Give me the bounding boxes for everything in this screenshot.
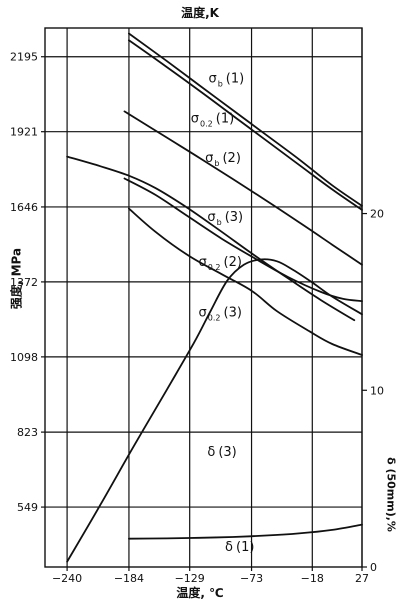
y-left-tick-label: 1372: [10, 276, 38, 289]
series-line--0-2-2-: [66, 155, 356, 322]
y-left-tick-label: 549: [17, 501, 38, 514]
series-annotation: σ0.2 (1): [191, 111, 234, 128]
label-layer: σb (1) σ0.2 (1) σb (2) σb (3) σ0.2 (2) σ0.2 (3) δ (3)…: [191, 72, 255, 555]
series-line--b-2-: [123, 110, 363, 266]
series-annotation: σ0.2 (2): [199, 255, 242, 272]
series-annotation: δ (1): [225, 540, 254, 555]
series-annotation: σb (3): [207, 210, 243, 227]
series-annotation: σb (2): [205, 151, 241, 168]
series-annotation: δ (3): [207, 445, 236, 460]
series-line--0-2-1-: [128, 39, 363, 211]
x-tick-label: −240: [52, 572, 82, 585]
plot-frame: [44, 27, 363, 568]
y-right-tick-label: 0: [370, 561, 377, 574]
series-line--0-2-3-: [128, 207, 363, 356]
grid-layer: [44, 27, 363, 568]
x-tick-label: 27: [355, 572, 369, 585]
x-tick-label: −18: [301, 572, 324, 585]
series-line--1-: [128, 523, 363, 540]
y-left-tick-label: 1921: [10, 126, 38, 139]
x-tick-label: −73: [240, 572, 263, 585]
y-right-tick-label: 10: [370, 384, 384, 397]
x-tick-label: −129: [175, 572, 205, 585]
y-right-tick-label: 20: [370, 208, 384, 221]
series-annotation: σb (1): [208, 72, 244, 89]
top-axis-title: 温度,K: [181, 6, 219, 20]
x-axis-title: 温度, ℃: [176, 586, 224, 600]
series-line--b-1-: [128, 32, 363, 207]
y-left-tick-label: 2195: [10, 51, 38, 64]
tick-layer: −240 −184 −129 −73 −18 27 549 823 1098 1372 1646 19…: [10, 51, 384, 585]
x-tick-label: −184: [114, 572, 144, 585]
series-layer: [66, 32, 363, 563]
series-annotation: σ0.2 (3): [199, 306, 242, 323]
series-line--3-: [66, 258, 363, 563]
y-left-tick-label: 823: [17, 426, 38, 439]
y-left-tick-label: 1098: [10, 351, 38, 364]
series-line--b-3-: [123, 177, 363, 302]
y-left-tick-label: 1646: [10, 201, 38, 214]
